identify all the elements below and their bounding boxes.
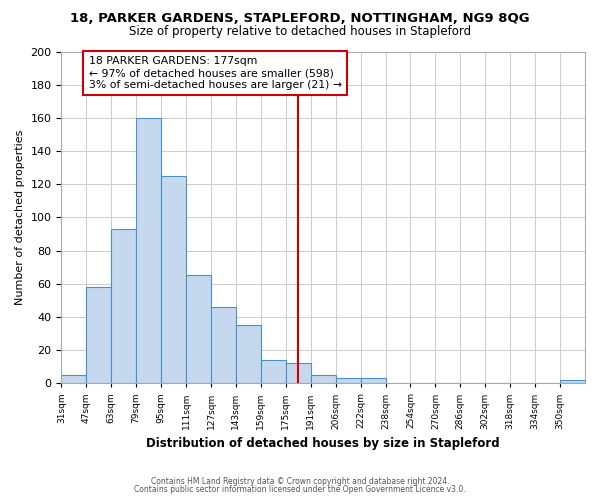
Bar: [261, 360, 286, 384]
Bar: [335, 378, 361, 384]
Bar: [136, 118, 161, 384]
Bar: [86, 287, 111, 384]
Bar: [186, 276, 211, 384]
Text: 18 PARKER GARDENS: 177sqm
← 97% of detached houses are smaller (598)
3% of semi-: 18 PARKER GARDENS: 177sqm ← 97% of detac…: [89, 56, 342, 90]
Bar: [560, 380, 585, 384]
Bar: [211, 307, 236, 384]
Bar: [61, 375, 86, 384]
Bar: [361, 378, 386, 384]
X-axis label: Distribution of detached houses by size in Stapleford: Distribution of detached houses by size …: [146, 437, 500, 450]
Text: Contains HM Land Registry data © Crown copyright and database right 2024.: Contains HM Land Registry data © Crown c…: [151, 477, 449, 486]
Text: 18, PARKER GARDENS, STAPLEFORD, NOTTINGHAM, NG9 8QG: 18, PARKER GARDENS, STAPLEFORD, NOTTINGH…: [70, 12, 530, 24]
Bar: [161, 176, 186, 384]
Bar: [111, 229, 136, 384]
Text: Contains public sector information licensed under the Open Government Licence v3: Contains public sector information licen…: [134, 484, 466, 494]
Y-axis label: Number of detached properties: Number of detached properties: [15, 130, 25, 305]
Text: Size of property relative to detached houses in Stapleford: Size of property relative to detached ho…: [129, 25, 471, 38]
Bar: [311, 375, 335, 384]
Bar: [236, 325, 261, 384]
Bar: [286, 364, 311, 384]
